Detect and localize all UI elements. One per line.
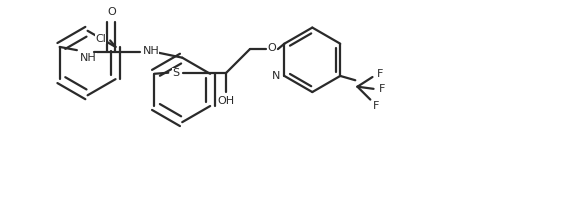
Text: Cl: Cl [95,34,106,44]
Text: O: O [107,7,115,17]
Text: N: N [272,71,280,81]
Text: F: F [379,84,385,94]
Text: F: F [373,101,379,111]
Text: OH: OH [218,96,235,106]
Text: O: O [267,43,276,53]
Text: NH: NH [142,46,159,56]
Text: S: S [172,68,179,78]
Text: F: F [377,69,383,79]
Text: NH: NH [80,53,97,63]
